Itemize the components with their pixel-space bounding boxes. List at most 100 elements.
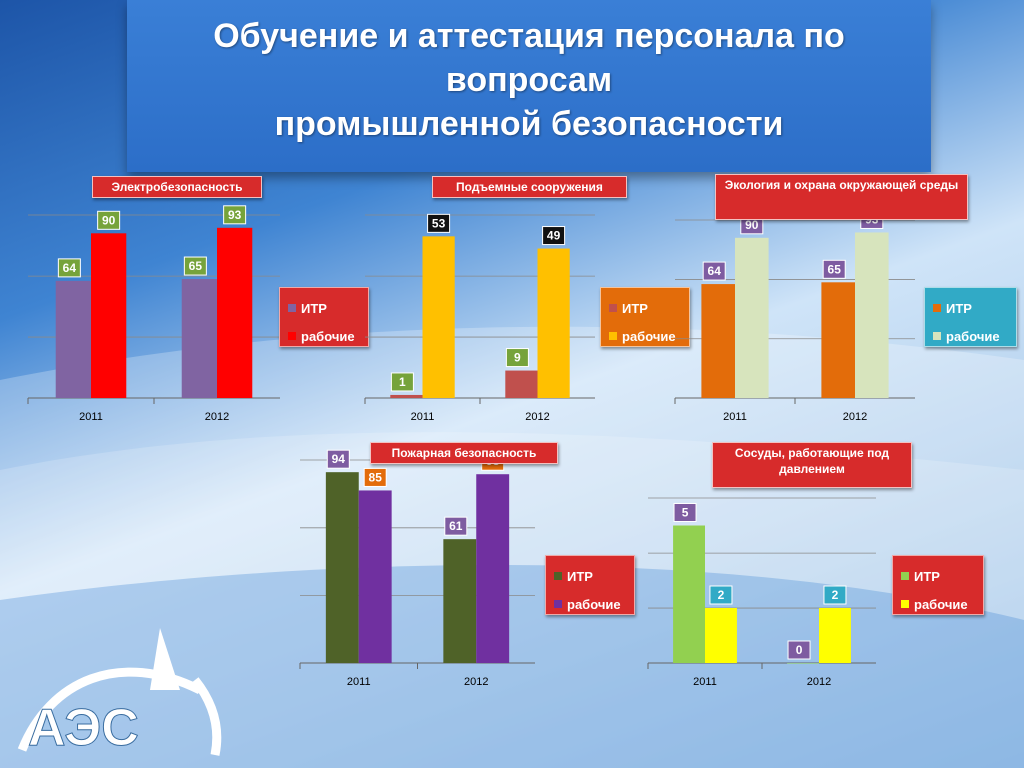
bar [91, 233, 127, 398]
data-label-box [223, 205, 247, 225]
bar [537, 248, 570, 398]
legend-item: рабочие [288, 322, 360, 350]
data-label-box [505, 348, 529, 368]
bar [217, 227, 253, 398]
data-label: 49 [547, 229, 561, 243]
data-label: 64 [63, 261, 77, 275]
bar [787, 663, 819, 664]
data-label: 9 [514, 351, 521, 365]
x-tick-label: 2012 [525, 411, 549, 423]
page-title: Обучение и аттестация персонала по вопро… [127, 0, 931, 172]
chart-lifting-structures: 2011 1 53 2012 9 49 [364, 213, 595, 430]
data-label-box [97, 210, 121, 230]
data-label-box [427, 213, 451, 233]
x-tick-label: 2012 [807, 676, 831, 688]
chart-electrical-safety: 2011 64 90 2012 65 93 [27, 205, 280, 430]
chart-pressure-vessels: 2011 5 2 2012 0 2 [647, 497, 876, 695]
chart-title-electrical-safety: Электробезопасность [92, 176, 262, 198]
legend-item: рабочие [901, 590, 975, 618]
legend-electrical-safety: ИТР рабочие [279, 287, 369, 347]
legend-swatch [901, 600, 909, 608]
legend-swatch [901, 572, 909, 580]
legend-label: ИТР [567, 568, 593, 584]
data-label-box [444, 516, 468, 536]
data-label-box [822, 259, 846, 279]
legend-label: рабочие [567, 596, 621, 612]
legend-label: рабочие [622, 328, 676, 344]
legend-swatch [554, 572, 562, 580]
data-label: 61 [449, 519, 463, 533]
title-line-2: вопросам [445, 61, 613, 99]
data-label: 65 [189, 259, 203, 273]
data-label-box [787, 640, 811, 660]
legend-item: рабочие [554, 590, 626, 618]
chart-title-fire-safety: Пожарная безопасность [370, 442, 558, 464]
data-label-box [542, 226, 566, 246]
aes-logo-icon: АЭС [17, 628, 222, 758]
bar [422, 236, 455, 398]
bar [821, 282, 855, 398]
legend-fire-safety: ИТР рабочие [545, 555, 635, 615]
data-label-box [702, 261, 726, 281]
legend-item: ИТР [288, 294, 360, 322]
data-label-box [673, 503, 697, 522]
x-tick-label: 2011 [347, 676, 371, 688]
data-label-box [390, 372, 414, 392]
data-label-box [57, 258, 81, 278]
data-label-box [823, 585, 847, 605]
data-label: 2 [832, 588, 839, 602]
bar [181, 279, 217, 398]
legend-swatch [933, 332, 941, 340]
x-tick-label: 2011 [79, 411, 103, 423]
logo-text: АЭС [28, 699, 139, 757]
title-line-1: Обучение и аттестация персонала по [213, 17, 845, 55]
bar [735, 237, 769, 398]
legend-item: ИТР [933, 294, 1008, 322]
x-tick-label: 2011 [411, 411, 435, 423]
bar [505, 370, 538, 398]
legend-label: рабочие [946, 328, 1000, 344]
chart-lifting-structures-plot: 2011 1 53 2012 9 49 [364, 213, 595, 423]
legend-item: ИТР [609, 294, 681, 322]
data-label: 5 [682, 506, 689, 520]
data-label: 0 [796, 643, 803, 657]
chart-fire-safety: 2011948520126193 [299, 449, 535, 695]
bar [443, 539, 477, 663]
bar [673, 525, 705, 663]
bar [476, 474, 510, 663]
legend-swatch [288, 304, 296, 312]
data-label: 2 [718, 588, 725, 602]
data-label-box [709, 585, 733, 605]
legend-label: ИТР [946, 300, 972, 316]
bar [358, 490, 392, 663]
data-label: 90 [102, 213, 116, 227]
data-label: 64 [708, 264, 722, 278]
chart-title-pressure-vessels: Сосуды, работающие под давлением [712, 442, 912, 488]
data-label: 85 [369, 470, 383, 484]
data-label-box [363, 467, 387, 487]
legend-label: ИТР [914, 568, 940, 584]
bar [855, 232, 889, 398]
legend-swatch [609, 304, 617, 312]
data-label: 65 [828, 262, 842, 276]
legend-label: рабочие [301, 328, 355, 344]
legend-item: ИТР [554, 562, 626, 590]
x-tick-label: 2011 [693, 676, 717, 688]
data-label: 90 [745, 218, 759, 232]
data-label: 53 [432, 216, 446, 230]
chart-title-lifting-structures: Подъемные сооружения [432, 176, 627, 198]
legend-swatch [933, 304, 941, 312]
legend-swatch [288, 332, 296, 340]
x-tick-label: 2012 [205, 411, 229, 423]
x-tick-label: 2011 [723, 411, 747, 423]
legend-lifting-structures: ИТР рабочие [600, 287, 690, 347]
legend-label: ИТР [301, 300, 327, 316]
x-tick-label: 2012 [464, 676, 488, 688]
legend-pressure-vessels: ИТР рабочие [892, 555, 984, 615]
bar [325, 472, 359, 663]
chart-fire-safety-plot: 2011948520126193 [299, 449, 535, 688]
bar [819, 608, 851, 663]
